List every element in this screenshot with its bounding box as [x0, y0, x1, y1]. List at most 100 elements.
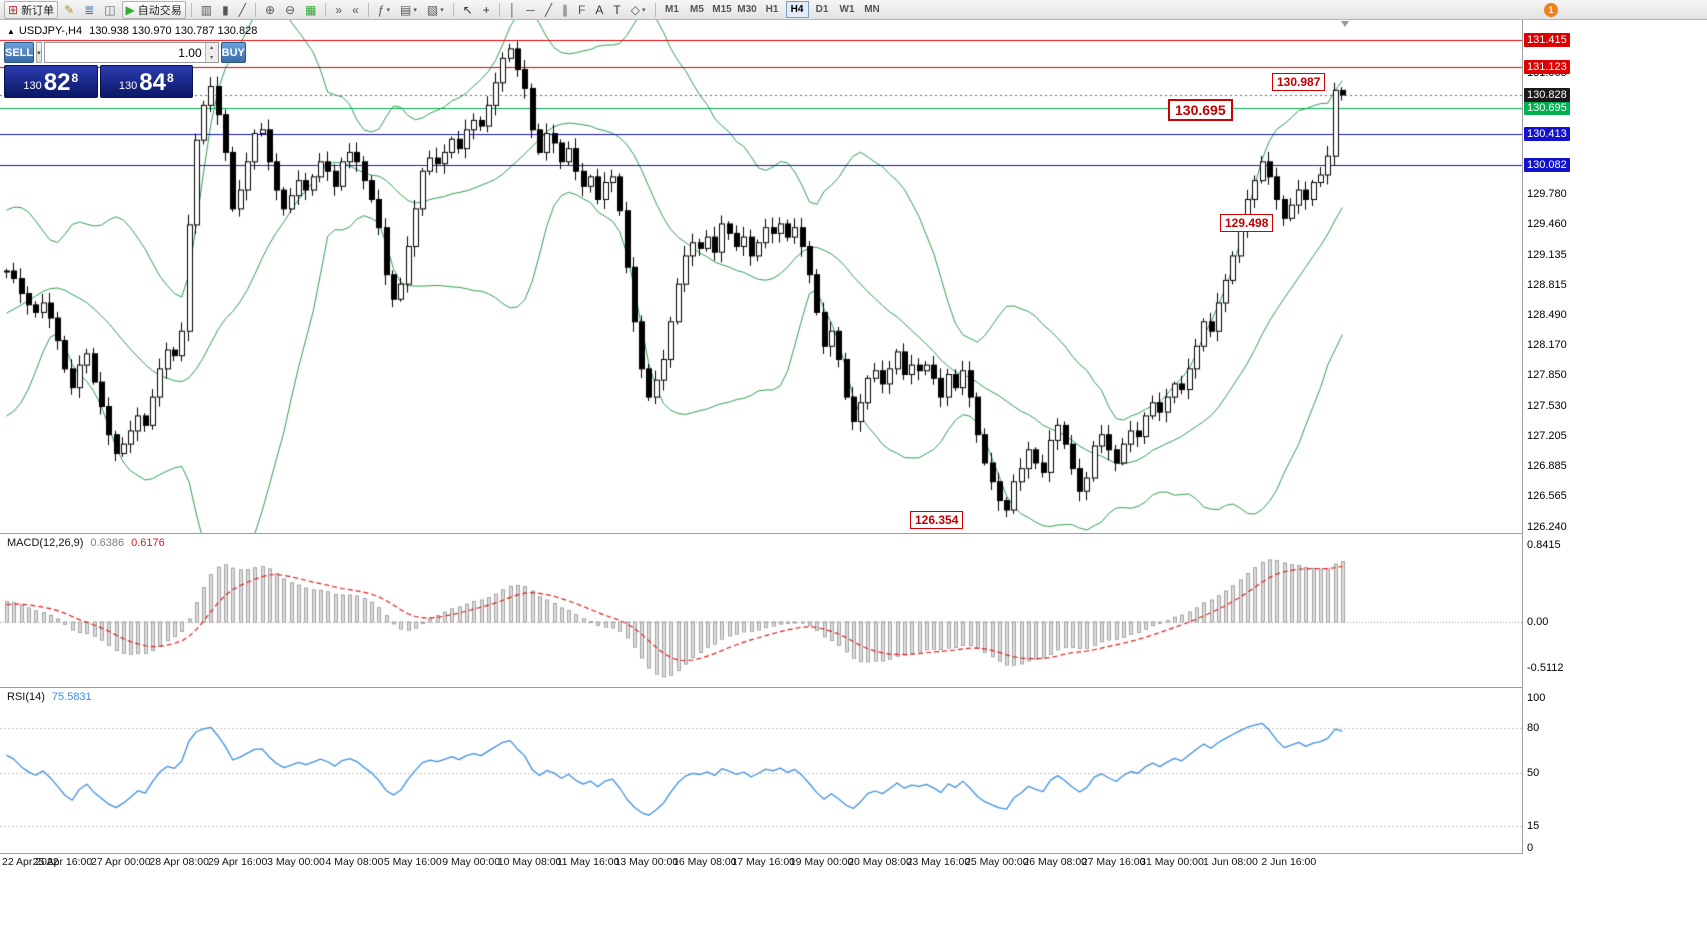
trendline-icon[interactable]: ╱: [541, 1, 556, 19]
rsi-panel-canvas[interactable]: [0, 688, 1522, 853]
buy-price-display[interactable]: 130 84 8: [99, 65, 193, 98]
buy-button[interactable]: BUY: [220, 42, 246, 63]
panel-separator[interactable]: [0, 687, 1568, 688]
auto-scroll-icon: »: [335, 2, 343, 17]
metaeditor-icon[interactable]: ✎: [60, 1, 78, 19]
price-level-label: 130.695: [1524, 100, 1570, 115]
panel-separator[interactable]: [0, 853, 1568, 854]
new-order-button[interactable]: ⊞ 新订单: [4, 0, 59, 19]
rsi-value: 75.5831: [51, 691, 92, 703]
time-tick-label: 25 Apr 16:00: [32, 856, 93, 868]
text-icon[interactable]: A: [591, 1, 607, 19]
toolbar-button-label: 自动交易: [137, 4, 182, 17]
auto-scroll-icon[interactable]: »: [331, 1, 346, 19]
channel-icon: ∥: [562, 2, 569, 17]
price-axis[interactable]: 131.065129.780129.460129.135128.815128.4…: [1522, 20, 1570, 854]
price-callout[interactable]: 130.987: [1272, 73, 1326, 91]
time-tick-label: 10 May 08:00: [497, 856, 562, 868]
timeframe-m5-button[interactable]: M5: [690, 4, 704, 15]
indicators-dropdown[interactable]: ƒ ▾: [374, 1, 394, 19]
label-icon[interactable]: T: [609, 1, 624, 19]
axis-tick-label: 129.780: [1527, 187, 1567, 200]
sell-button[interactable]: SELL: [4, 42, 35, 63]
toolbar-separator: [654, 2, 656, 17]
periods-dropdown[interactable]: ▤ ▾: [396, 1, 421, 19]
vertical-line-icon[interactable]: │: [505, 1, 521, 19]
price-callout[interactable]: 129.498: [1220, 214, 1274, 232]
templates-dropdown: ▧: [426, 2, 439, 17]
market-watch-icon: ≣: [84, 2, 95, 17]
order-options-dropdown[interactable]: ▾: [36, 42, 42, 63]
notifications-badge[interactable]: 1: [1544, 3, 1558, 17]
volume-up-icon[interactable]: ▴: [205, 43, 218, 53]
time-tick-label: 3 May 00:00: [267, 856, 325, 868]
sell-price-pipette: 8: [71, 71, 79, 85]
fibonacci-icon: F: [578, 2, 586, 17]
macd-panel-canvas[interactable]: [0, 534, 1522, 687]
chart-shift-icon[interactable]: «: [348, 1, 363, 19]
shapes-dropdown[interactable]: ◇ ▾: [627, 1, 650, 19]
axis-tick-label: 0: [1527, 842, 1534, 854]
tile-windows-icon[interactable]: ▦: [301, 1, 320, 19]
timeframe-m15-button[interactable]: M15: [712, 4, 732, 15]
timeframe-w1-button[interactable]: W1: [839, 4, 855, 15]
price-level-label: 130.082: [1524, 158, 1570, 173]
chevron-down-icon: ▾: [37, 49, 41, 57]
fibonacci-icon[interactable]: F: [574, 1, 589, 19]
toolbar-separator: [325, 2, 327, 17]
volume-input[interactable]: [44, 43, 205, 62]
metaeditor-icon: ✎: [64, 2, 75, 17]
time-tick-label: 2 Jun 16:00: [1261, 856, 1317, 868]
line-chart-icon[interactable]: ╱: [235, 1, 250, 19]
time-tick-label: 23 May 16:00: [906, 856, 971, 868]
chevron-down-icon: ▾: [386, 6, 390, 14]
panel-separator[interactable]: [0, 533, 1568, 534]
cursor-icon[interactable]: ↖: [459, 1, 477, 19]
macd-value-signal: 0.6176: [131, 537, 165, 549]
chart-shift-icon: «: [352, 2, 359, 17]
price-callout[interactable]: 126.354: [910, 511, 964, 529]
cursor-icon: ↖: [462, 2, 473, 17]
horizontal-line-icon: ─: [526, 2, 535, 17]
horizontal-line-icon[interactable]: ─: [522, 1, 539, 19]
crosshair-icon: +: [482, 2, 490, 17]
bar-chart-icon[interactable]: ▥: [197, 1, 216, 19]
time-tick-label: 26 May 08:00: [1023, 856, 1088, 868]
time-tick-label: 27 May 16:00: [1081, 856, 1146, 868]
channel-icon[interactable]: ∥: [558, 1, 572, 19]
volume-down-icon[interactable]: ▾: [205, 52, 218, 62]
volume-field: ▴ ▾: [43, 42, 219, 63]
time-tick-label: 4 May 08:00: [325, 856, 384, 868]
candlestick-chart-icon[interactable]: ▮: [218, 1, 233, 19]
autotrading-button[interactable]: ▶ 自动交易: [121, 0, 186, 19]
chevron-down-icon: ▾: [413, 6, 417, 14]
symbol-collapse-icon[interactable]: ▲: [7, 27, 15, 36]
autotrading-button: ▶: [125, 2, 135, 17]
timeframe-h1-button[interactable]: H1: [765, 4, 779, 15]
periods-dropdown: ▤: [400, 2, 412, 17]
indicators-dropdown: ƒ: [377, 2, 385, 17]
price-chart-canvas[interactable]: [0, 20, 1522, 533]
time-tick-label: 19 May 00:00: [789, 856, 854, 868]
crosshair-icon[interactable]: +: [479, 1, 494, 19]
templates-dropdown[interactable]: ▧ ▾: [423, 1, 448, 19]
sell-price-display[interactable]: 130 82 8: [4, 65, 98, 98]
timeframe-m30-button[interactable]: M30: [737, 4, 757, 15]
timeframe-m1-button[interactable]: M1: [665, 4, 679, 15]
time-axis[interactable]: 22 Apr 2022 25 Apr 16:00 27 Apr 00:00 28 Ap…: [0, 854, 1568, 870]
chart-shift-marker[interactable]: [1341, 21, 1349, 27]
timeframe-d1-button[interactable]: D1: [815, 4, 829, 15]
price-callout[interactable]: 130.695: [1168, 99, 1233, 121]
zoom-in-icon[interactable]: ⊕: [261, 1, 279, 19]
timeframe-h4-button[interactable]: H4: [785, 1, 809, 18]
label-icon: T: [613, 2, 621, 17]
zoom-out-icon[interactable]: ⊖: [281, 1, 299, 19]
buy-price-pipette: 8: [166, 71, 174, 85]
market-watch-icon[interactable]: ≣: [80, 1, 98, 19]
time-tick-label: 11 May 16:00: [556, 856, 620, 868]
timeframe-mn-button[interactable]: MN: [864, 4, 880, 15]
rsi-label: RSI(14) 75.5831: [7, 691, 92, 703]
axis-tick-label: 129.460: [1527, 217, 1567, 230]
navigator-icon[interactable]: ◫: [100, 1, 119, 19]
